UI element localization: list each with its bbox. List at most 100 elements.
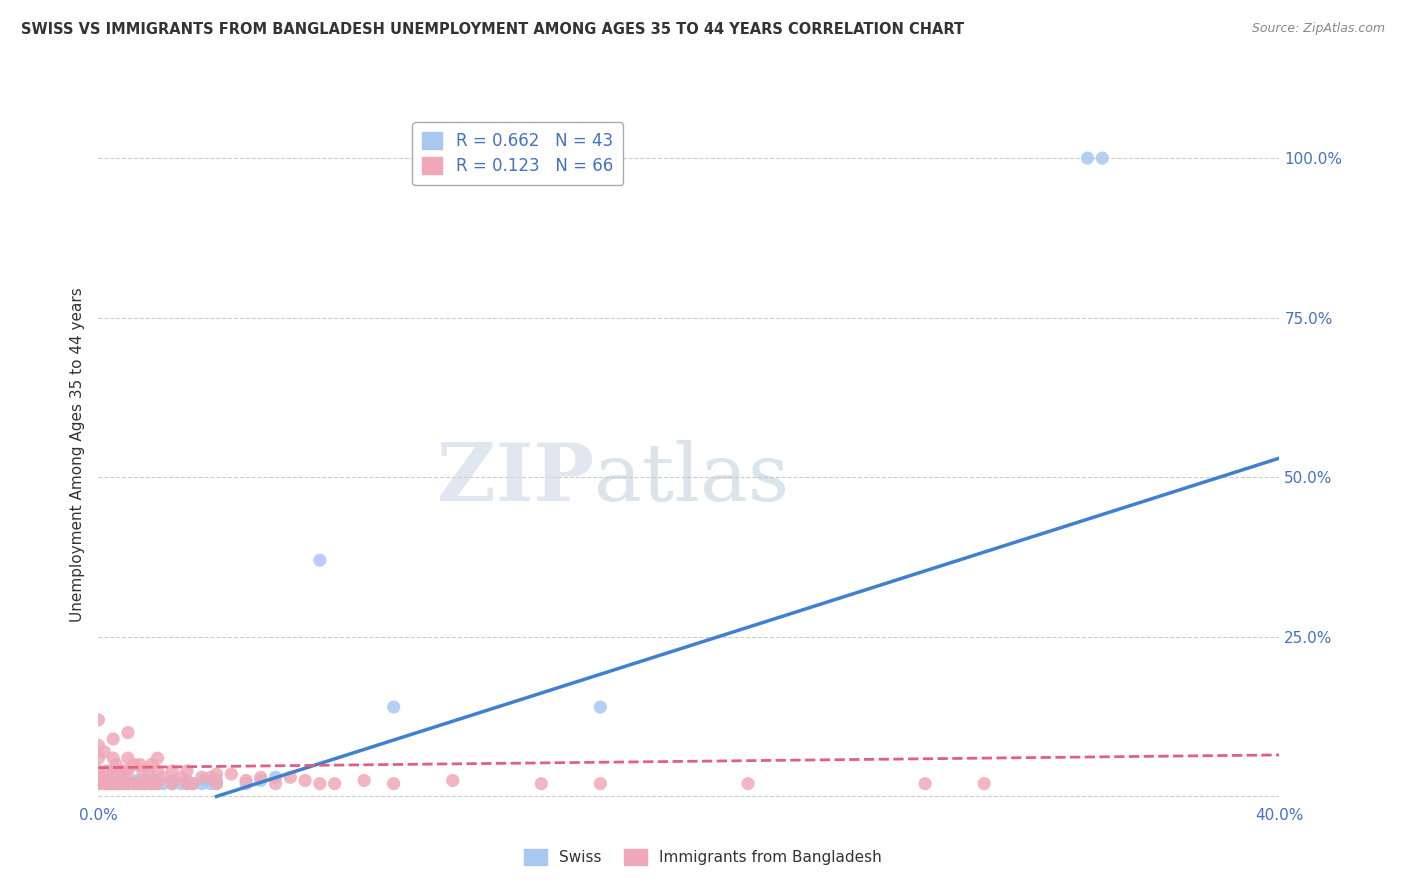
Point	[87, 777, 110, 791]
Point	[141, 757, 163, 772]
Point	[114, 777, 136, 791]
Point	[128, 777, 150, 791]
Point	[264, 777, 287, 791]
Point	[117, 773, 139, 788]
Point	[135, 777, 157, 791]
Point	[176, 777, 198, 791]
Point	[132, 773, 155, 788]
Point	[96, 764, 118, 778]
Y-axis label: Unemployment Among Ages 35 to 44 years: Unemployment Among Ages 35 to 44 years	[69, 287, 84, 623]
Point	[309, 553, 332, 567]
Point	[93, 745, 115, 759]
Point	[181, 777, 204, 791]
Point	[441, 773, 464, 788]
Point	[93, 777, 115, 791]
Point	[122, 777, 145, 791]
Point	[200, 770, 222, 784]
Point	[146, 764, 169, 778]
Point	[143, 773, 166, 788]
Point	[111, 777, 134, 791]
Point	[132, 777, 155, 791]
Point	[108, 764, 131, 778]
Point	[194, 773, 217, 788]
Point	[111, 777, 134, 791]
Point	[105, 777, 128, 791]
Point	[152, 777, 174, 791]
Point	[278, 770, 302, 784]
Point	[200, 777, 222, 791]
Point	[323, 777, 346, 791]
Point	[117, 764, 139, 778]
Point	[90, 770, 112, 784]
Point	[135, 777, 157, 791]
Point	[98, 777, 121, 791]
Point	[205, 767, 228, 781]
Point	[146, 777, 169, 791]
Point	[146, 751, 169, 765]
Point	[205, 777, 228, 791]
Point	[114, 764, 136, 778]
Point	[589, 777, 612, 791]
Point	[191, 777, 214, 791]
Point	[87, 777, 110, 791]
Point	[87, 764, 110, 778]
Legend: Swiss, Immigrants from Bangladesh: Swiss, Immigrants from Bangladesh	[517, 843, 889, 871]
Point	[108, 777, 131, 791]
Point	[530, 777, 553, 791]
Point	[250, 770, 273, 784]
Point	[264, 770, 287, 784]
Point	[105, 777, 128, 791]
Point	[250, 773, 273, 788]
Point	[382, 700, 405, 714]
Point	[235, 777, 257, 791]
Point	[152, 770, 174, 784]
Point	[132, 777, 155, 791]
Point	[235, 773, 257, 788]
Point	[141, 777, 163, 791]
Point	[382, 777, 405, 791]
Point	[103, 777, 125, 791]
Point	[128, 757, 150, 772]
Point	[96, 777, 118, 791]
Point	[170, 777, 193, 791]
Point	[117, 777, 139, 791]
Point	[309, 777, 332, 791]
Point	[914, 777, 936, 791]
Text: atlas: atlas	[595, 441, 790, 518]
Point	[117, 751, 139, 765]
Point	[132, 764, 155, 778]
Point	[1077, 151, 1099, 165]
Point	[103, 731, 125, 746]
Point	[205, 777, 228, 791]
Point	[162, 777, 183, 791]
Point	[141, 777, 163, 791]
Point	[146, 777, 169, 791]
Point	[122, 757, 145, 772]
Point	[138, 773, 160, 788]
Point	[96, 777, 118, 791]
Point	[122, 777, 145, 791]
Point	[98, 777, 121, 791]
Point	[103, 751, 125, 765]
Point	[170, 770, 193, 784]
Point	[143, 777, 166, 791]
Point	[138, 764, 160, 778]
Point	[117, 725, 139, 739]
Point	[219, 767, 242, 781]
Point	[87, 739, 110, 753]
Point	[103, 777, 125, 791]
Point	[87, 713, 110, 727]
Text: Source: ZipAtlas.com: Source: ZipAtlas.com	[1251, 22, 1385, 36]
Point	[176, 773, 198, 788]
Point	[294, 773, 316, 788]
Point	[125, 777, 148, 791]
Point	[105, 757, 128, 772]
Point	[162, 773, 183, 788]
Point	[162, 777, 183, 791]
Text: ZIP: ZIP	[437, 441, 595, 518]
Point	[176, 777, 198, 791]
Point	[117, 777, 139, 791]
Point	[162, 764, 183, 778]
Point	[108, 773, 131, 788]
Point	[103, 764, 125, 778]
